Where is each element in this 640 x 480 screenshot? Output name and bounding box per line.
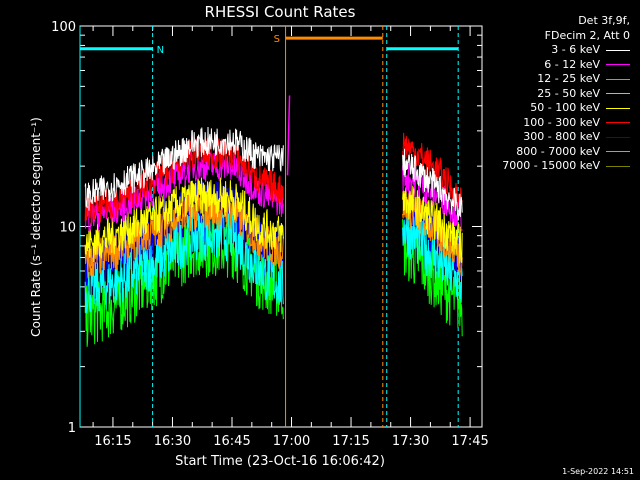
x-tick-label: 16:15 xyxy=(94,434,131,449)
legend-item: 800 - 7000 keV xyxy=(502,145,630,160)
series-3-6keV xyxy=(84,126,463,221)
legend-swatch xyxy=(606,49,630,51)
legend-label: 3 - 6 keV xyxy=(551,43,600,56)
legend-label: 7000 - 15000 keV xyxy=(502,159,600,172)
series-layer xyxy=(84,95,463,347)
legend-label: 25 - 50 keV xyxy=(537,86,600,100)
series-trace xyxy=(84,191,284,279)
series-trace xyxy=(402,185,463,264)
legend-swatch xyxy=(606,136,630,138)
legend-label: 800 - 7000 keV xyxy=(516,144,600,158)
series-trace xyxy=(84,126,284,211)
legend-swatch xyxy=(606,78,630,80)
x-axis-label: Start Time (23-Oct-16 16:06:42) xyxy=(175,454,385,469)
y-tick-label: 100 xyxy=(51,20,76,35)
legend-label: 12 - 25 keV xyxy=(537,72,600,85)
series-50-100keV xyxy=(84,177,463,264)
legend-swatch xyxy=(606,122,630,124)
legend-swatch xyxy=(606,165,630,167)
legend-item: 7000 - 15000 keV xyxy=(502,159,630,174)
legend: Det 3f,9f, FDecim 2, Att 0 3 - 6 keV 6 -… xyxy=(502,14,630,174)
timestamp: 1-Sep-2022 14:51 xyxy=(562,467,634,476)
legend-item: 3 - 6 keV xyxy=(502,43,630,58)
legend-label: 50 - 100 keV xyxy=(530,101,600,114)
night-label: N xyxy=(157,45,164,56)
series-trace xyxy=(402,148,463,221)
legend-item: 12 - 25 keV xyxy=(502,72,630,87)
x-tick-label: 16:45 xyxy=(213,434,250,449)
x-tick-label: 17:30 xyxy=(392,434,429,449)
legend-swatch xyxy=(606,93,630,95)
y-axis-label: Count Rate (s⁻¹ detector segment⁻¹) xyxy=(29,117,43,337)
legend-item: 6 - 12 keV xyxy=(502,58,630,73)
legend-header-2: FDecim 2, Att 0 xyxy=(544,28,630,42)
x-tick-label: 16:30 xyxy=(154,434,191,449)
spike-mark xyxy=(286,95,291,176)
y-tick-label: 1 xyxy=(68,421,76,436)
series-trace xyxy=(84,177,284,263)
series-100-300keV xyxy=(84,132,463,225)
x-tick-label: 17:00 xyxy=(273,434,310,449)
legend-item: 100 - 300 keV xyxy=(502,116,630,131)
legend-label: 6 - 12 keV xyxy=(544,57,600,71)
legend-swatch xyxy=(606,151,630,153)
y-tick-label: 10 xyxy=(59,221,76,236)
saa-label: S xyxy=(274,34,280,45)
legend-label: 300 - 800 keV xyxy=(523,130,600,143)
annotations: NS xyxy=(79,26,459,427)
legend-header-1: Det 3f,9f, xyxy=(578,14,630,27)
legend-item: 25 - 50 keV xyxy=(502,87,630,102)
series-trace xyxy=(402,132,463,216)
legend-item: 300 - 800 keV xyxy=(502,130,630,145)
legend-item: 50 - 100 keV xyxy=(502,101,630,116)
chart-title: RHESSI Count Rates xyxy=(204,3,356,21)
series-trace xyxy=(84,138,284,225)
legend-swatch xyxy=(606,64,630,66)
x-tick-label: 17:45 xyxy=(451,434,488,449)
legend-swatch xyxy=(606,107,630,109)
x-ticks: 16:15 16:30 16:45 17:00 17:15 17:30 17:45 xyxy=(92,26,489,449)
x-tick-label: 17:15 xyxy=(332,434,369,449)
y-ticks: 1 10 100 xyxy=(51,20,482,436)
series-trace xyxy=(84,209,284,314)
legend-label: 100 - 300 keV xyxy=(523,115,600,129)
